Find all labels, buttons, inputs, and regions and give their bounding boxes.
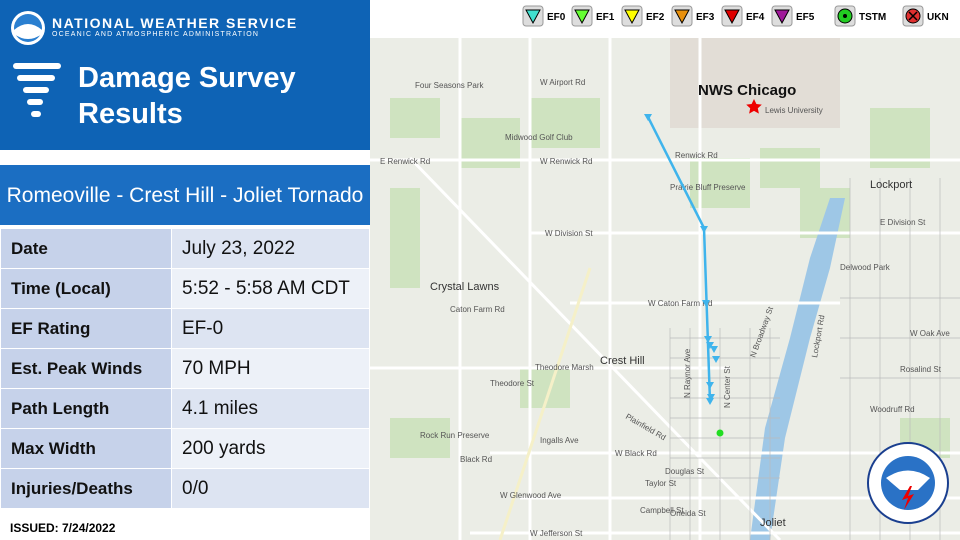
map-label: Four Seasons Park	[415, 81, 484, 90]
map-label: Rock Run Preserve	[420, 431, 490, 440]
map-label: Midwood Golf Club	[505, 133, 573, 142]
legend-label: TSTM	[859, 12, 886, 23]
map-label: Black Rd	[460, 455, 492, 464]
map-label: Oneida St	[670, 509, 706, 518]
legend-label: UKN	[927, 12, 949, 23]
town-label: Crystal Lawns	[430, 281, 500, 293]
tornado-icon	[13, 63, 61, 117]
row-value: 70 MPH	[171, 348, 370, 389]
map-label: Renwick Rd	[675, 151, 718, 160]
row-label: Time (Local)	[0, 268, 172, 309]
noaa-logo	[11, 11, 45, 45]
table-row: Est. Peak Winds 70 MPH	[0, 348, 370, 389]
map-label: W Oak Ave	[910, 329, 950, 338]
org-subtitle: OCEANIC AND ATMOSPHERIC ADMINISTRATION	[52, 31, 260, 38]
town-label: Lockport	[870, 179, 912, 191]
map-label: W Renwick Rd	[540, 157, 592, 166]
map-label: Woodruff Rd	[870, 405, 915, 414]
map-label: Douglas St	[665, 467, 705, 476]
legend-label: EF4	[746, 12, 765, 23]
row-value: 200 yards	[171, 428, 370, 469]
legend-icon	[724, 9, 740, 25]
map-label: E Division St	[880, 218, 926, 227]
legend-label: EF2	[646, 12, 665, 23]
campus	[670, 38, 840, 128]
legend-item: EF5	[771, 5, 815, 27]
legend-item: EF4	[721, 5, 765, 27]
table-row: Injuries/Deaths 0/0	[0, 468, 370, 509]
table-row: Time (Local) 5:52 - 5:58 AM CDT	[0, 268, 370, 309]
town-label: Crest Hill	[600, 355, 645, 367]
map-label: W Caton Farm Rd	[648, 299, 712, 308]
legend-label: EF3	[696, 12, 715, 23]
title: Damage Survey Results	[78, 62, 296, 130]
legend-item: EF2	[621, 5, 665, 27]
town-label: Joliet	[760, 517, 786, 529]
map-label: W Jefferson St	[530, 529, 583, 538]
legend-icon	[574, 9, 590, 25]
office-label: NWS Chicago	[698, 82, 796, 99]
table-row: EF Rating EF-0	[0, 308, 370, 349]
row-label: EF Rating	[0, 308, 172, 349]
map-label: Ingalls Ave	[540, 436, 579, 445]
row-value: 4.1 miles	[171, 388, 370, 429]
map-label: W Glenwood Ave	[500, 491, 562, 500]
row-value: EF-0	[171, 308, 370, 349]
row-label: Path Length	[0, 388, 172, 429]
legend-x	[908, 11, 918, 21]
legend-dot	[843, 14, 847, 18]
map-label: N Raynor Ave	[683, 348, 692, 398]
row-label: Est. Peak Winds	[0, 348, 172, 389]
info-panel: NATIONAL WEATHER SERVICE OCEANIC AND ATM…	[0, 0, 370, 540]
row-value: July 23, 2022	[171, 228, 370, 269]
map-label: W Airport Rd	[540, 78, 585, 87]
map: W Airport Rd Four Seasons Park Lewis Unive…	[370, 38, 960, 540]
map-label: Rosalind St	[900, 365, 942, 374]
table-row: Date July 23, 2022	[0, 228, 370, 269]
tstm-marker	[716, 429, 724, 437]
event-name: Romeoville - Crest Hill - Joliet Tornado	[0, 165, 370, 225]
map-label: Caton Farm Rd	[450, 305, 505, 314]
legend-item: EF0	[522, 5, 566, 27]
map-label: E Renwick Rd	[380, 157, 430, 166]
survey-table: Date July 23, 2022 Time (Local) 5:52 - 5:58…	[0, 228, 370, 509]
map-label: N Center St	[723, 365, 732, 408]
map-label: W Black Rd	[615, 449, 657, 458]
row-value: 5:52 - 5:58 AM CDT	[171, 268, 370, 309]
table-row: Path Length 4.1 miles	[0, 388, 370, 429]
legend-label: EF5	[796, 12, 815, 23]
legend-item: EF3	[671, 5, 715, 27]
row-label: Injuries/Deaths	[0, 468, 172, 509]
damage-markers	[644, 114, 720, 405]
map-label: Theodore St	[490, 379, 535, 388]
map-label: Campbell St	[640, 506, 684, 515]
header: NATIONAL WEATHER SERVICE OCEANIC AND ATM…	[0, 0, 370, 150]
legend-icon	[674, 9, 690, 25]
map-label: Delwood Park	[840, 263, 891, 272]
map-label: Taylor St	[645, 479, 677, 488]
map-label: Theodore Marsh	[535, 363, 594, 372]
issued-date: ISSUED: 7/24/2022	[10, 521, 116, 535]
legend: EF0 EF1 EF2 EF3 EF4 EF5 TSTM UKN	[522, 5, 949, 27]
row-value: 0/0	[171, 468, 370, 509]
legend-label: EF1	[596, 12, 615, 23]
legend-icon	[525, 9, 541, 25]
nws-office-star	[746, 99, 762, 114]
nws-logo	[867, 442, 949, 524]
map-label: W Division St	[545, 229, 593, 238]
legend-icon	[774, 9, 790, 25]
org-name: NATIONAL WEATHER SERVICE	[52, 15, 298, 31]
legend-label: EF0	[547, 12, 566, 23]
row-label: Max Width	[0, 428, 172, 469]
map-label: Prairie Bluff Preserve	[670, 183, 746, 192]
map-label: Lewis University	[765, 106, 823, 115]
table-row: Max Width 200 yards	[0, 428, 370, 469]
legend-item: EF1	[571, 5, 615, 27]
legend-item: TSTM	[834, 5, 886, 27]
row-label: Date	[0, 228, 172, 269]
legend-icon	[624, 9, 640, 25]
roads	[370, 38, 960, 540]
legend-item: UKN	[902, 5, 949, 27]
